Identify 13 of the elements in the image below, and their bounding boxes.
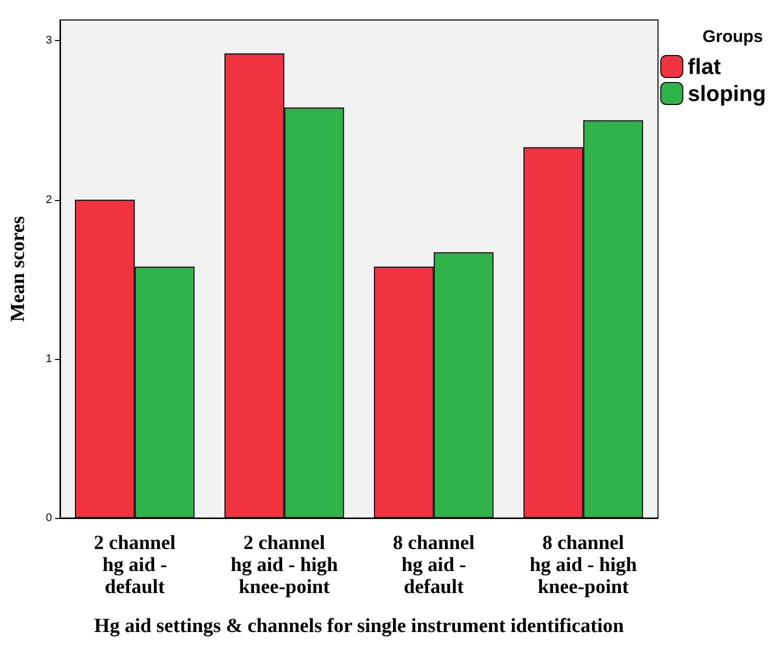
x-tick-label: 2 channel hg aid - default bbox=[94, 532, 176, 598]
legend-title: Groups bbox=[702, 27, 764, 46]
legend-label: sloping bbox=[688, 81, 766, 106]
y-axis-title: Mean scores bbox=[7, 216, 29, 322]
y-tick-label: 0 bbox=[46, 512, 52, 524]
legend-label: flat bbox=[688, 54, 722, 79]
y-tick-label: 3 bbox=[46, 34, 52, 47]
x-tick-label: 8 channel hg aid - default bbox=[392, 532, 476, 598]
y-tick-label: 2 bbox=[46, 194, 52, 206]
x-tick-label: 8 channel hg aid - high knee-point bbox=[530, 532, 637, 598]
x-tick-label: 2 channel hg aid - high knee-point bbox=[230, 532, 338, 598]
x-axis-title: Hg aid settings & channels for single instrument identification bbox=[94, 615, 624, 637]
y-tick-label: 1 bbox=[46, 352, 52, 365]
